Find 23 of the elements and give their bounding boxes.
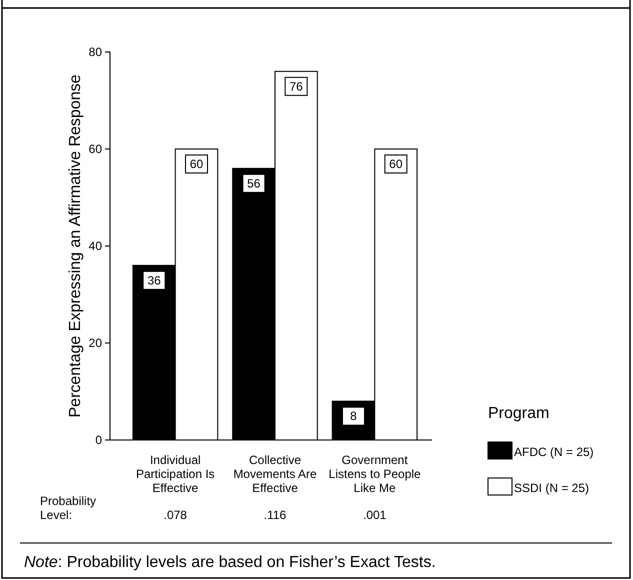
data-label: 60	[389, 157, 403, 171]
data-label: 60	[190, 157, 204, 171]
x-tick-label: Individual Participation Is Effective	[136, 453, 215, 495]
y-axis-title: Percentage Expressing an Affirmative Response	[67, 74, 84, 418]
legend-title: Program	[488, 405, 550, 422]
legend-label: AFDC (N = 25)	[514, 445, 594, 459]
text: Note: Probability levels are based on Fisher’s Exact Tests.	[24, 554, 436, 571]
y-tick-label: 0	[95, 432, 102, 447]
y-tick-label: 20	[88, 336, 102, 350]
text: .078	[164, 508, 188, 522]
y-tick-label: 40	[88, 238, 102, 253]
data-label: 56	[247, 176, 261, 190]
x-tick-label: Collective Movements Are Effective	[233, 453, 318, 495]
x-tick-label: Government Listens to People Like Me	[328, 453, 422, 495]
data-label: 36	[147, 273, 162, 288]
data-label: 8	[350, 409, 358, 424]
legend-label: SSDI (N = 25)	[514, 481, 590, 495]
text: .116	[264, 508, 287, 522]
text: .001	[363, 508, 387, 522]
y-tick-label: 60	[88, 142, 102, 156]
text: Probability Level:	[40, 494, 96, 522]
y-tick-label: 80	[88, 44, 102, 59]
data-label: 76	[290, 79, 304, 94]
